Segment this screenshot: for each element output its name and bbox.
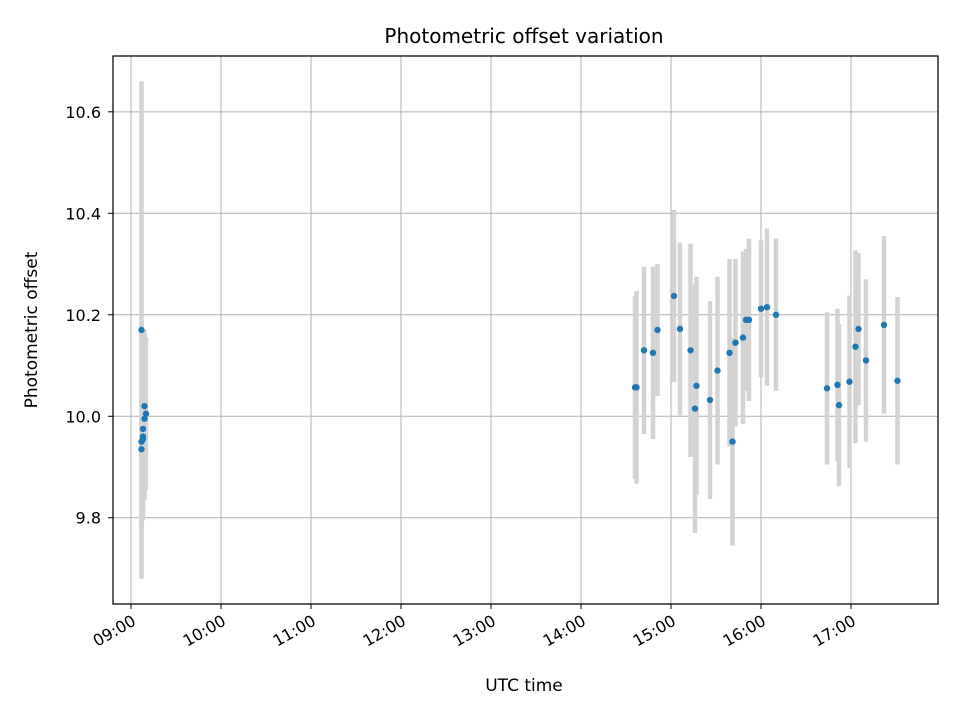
- data-point: [670, 292, 678, 300]
- data-point: [714, 367, 721, 374]
- y-axis: 9.8 10.0 10.2 10.4 10.6: [65, 103, 113, 528]
- x-tick-label: 13:00: [450, 611, 499, 651]
- x-tick-label: 16:00: [720, 611, 769, 651]
- data-point: [141, 402, 148, 410]
- data-point: [138, 326, 145, 334]
- data-point: [654, 326, 661, 334]
- data-point: [739, 334, 747, 341]
- data-point: [834, 381, 841, 388]
- data-point: [693, 382, 700, 390]
- data-point: [633, 384, 640, 391]
- x-tick-label: 09:00: [90, 611, 139, 651]
- y-tick-label: 10.6: [65, 103, 101, 122]
- data-point: [852, 343, 859, 350]
- data-point: [138, 446, 145, 453]
- data-point: [706, 396, 714, 404]
- y-tick-label: 10.0: [65, 407, 101, 426]
- data-point: [691, 405, 699, 412]
- x-axis: 09:00 10:00 11:00 12:00 13:00 14:00 15:00 16:00…: [90, 604, 859, 651]
- y-axis-label: Photometric offset: [22, 251, 42, 408]
- data-points: [138, 292, 901, 453]
- error-bars: [139, 81, 900, 579]
- data-point: [862, 357, 870, 364]
- data-point: [649, 349, 657, 357]
- data-point: [823, 385, 831, 392]
- y-tick-label: 10.2: [65, 306, 101, 325]
- data-point: [729, 438, 736, 445]
- data-point: [139, 425, 147, 433]
- data-point: [142, 410, 150, 417]
- data-point: [894, 377, 901, 384]
- x-tick-label: 11:00: [270, 611, 319, 651]
- chart-title: Photometric offset variation: [384, 24, 663, 48]
- data-point: [726, 349, 733, 357]
- x-tick-label: 14:00: [540, 611, 589, 651]
- x-tick-label: 10:00: [180, 611, 229, 651]
- x-tick-label: 15:00: [630, 611, 679, 651]
- data-point: [757, 305, 765, 312]
- data-point: [687, 347, 694, 354]
- data-point: [772, 311, 780, 318]
- data-point: [732, 339, 739, 346]
- x-tick-label: 12:00: [360, 611, 409, 651]
- y-tick-label: 10.4: [65, 204, 101, 223]
- data-point: [676, 325, 684, 333]
- data-point: [880, 321, 888, 329]
- data-point: [745, 316, 753, 324]
- data-point: [139, 433, 147, 440]
- data-point: [855, 325, 862, 333]
- x-tick-label: 17:00: [810, 611, 859, 651]
- data-point: [763, 303, 771, 311]
- data-point: [141, 415, 148, 422]
- grid: [113, 56, 938, 604]
- x-axis-label: UTC time: [485, 676, 563, 696]
- data-point: [835, 401, 843, 409]
- data-point: [846, 378, 853, 385]
- y-tick-label: 9.8: [76, 509, 101, 528]
- plot-frame: [112, 55, 939, 605]
- data-point: [640, 347, 648, 354]
